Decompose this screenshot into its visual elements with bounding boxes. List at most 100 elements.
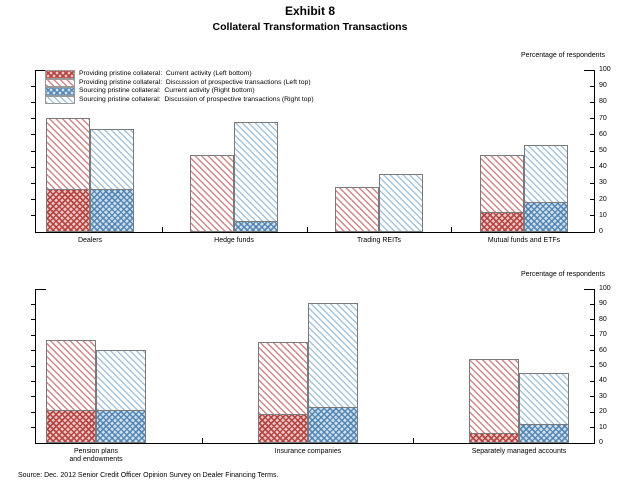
bar-segment-blue-cross xyxy=(524,201,568,232)
right-axis-tick xyxy=(590,118,594,120)
bar-segment-blue-diag xyxy=(379,174,423,232)
left-axis-tick xyxy=(31,427,35,429)
bar-segment-red-diag xyxy=(469,358,519,434)
left-axis-tick xyxy=(31,303,35,305)
bar-segment-red-diag xyxy=(46,340,96,411)
category-label: Separately managed accounts xyxy=(471,448,567,455)
y-axis-tick-label: 10 xyxy=(599,423,607,431)
y-axis-tick-label: 10 xyxy=(599,211,607,219)
bar-segment-red-cross xyxy=(46,409,96,443)
red-diag-pattern-swatch-icon xyxy=(45,78,75,88)
left-axis-tick xyxy=(31,101,35,103)
y-axis-tick-label: 0 xyxy=(599,439,603,446)
top-chart-plot-area: 0 10 20 30 40 50 60 70 80 90 100 Dealers Hedge funds… xyxy=(31,66,611,244)
bar-segment-red-cross xyxy=(46,188,90,232)
y-axis-tick-label: 90 xyxy=(599,82,607,90)
left-axis-tick xyxy=(31,134,35,136)
bottom-chart-axis-title: Percentage of respondents xyxy=(520,271,605,278)
source-note: Source: Dec. 2012 Senior Credit Officer … xyxy=(18,472,279,479)
y-axis-tick-label: 20 xyxy=(599,195,607,203)
y-axis-tick-label: 40 xyxy=(599,377,607,385)
right-axis-tick xyxy=(590,427,594,429)
x-axis-separator-tick xyxy=(202,438,203,443)
bar-segment-red-diag xyxy=(335,187,379,232)
bar-segment-red-diag xyxy=(190,154,234,232)
right-axis-tick xyxy=(590,319,594,321)
left-axis-tick xyxy=(31,215,35,217)
y-axis-tick-label: 100 xyxy=(599,66,611,73)
axis-bracket xyxy=(36,289,46,290)
top-chart-axis-title: Percentage of respondents xyxy=(520,52,605,59)
legend: Providing pristine collateral: Current a… xyxy=(45,70,314,105)
left-axis-tick xyxy=(31,411,35,413)
axis-bracket xyxy=(36,70,46,71)
y-axis-tick-label: 30 xyxy=(599,392,607,400)
y-axis-tick-label: 0 xyxy=(599,228,603,235)
chart-subtitle: Collateral Transformation Transactions xyxy=(212,21,408,33)
category-label: Insurance companies xyxy=(274,448,342,455)
axis-bracket xyxy=(584,70,594,71)
bar-segment-blue-diag xyxy=(519,372,569,425)
legend-item: Sourcing pristine collateral: Discussion… xyxy=(45,95,314,105)
right-axis-tick xyxy=(590,215,594,217)
bar-segment-blue-cross xyxy=(519,423,569,443)
legend-item: Sourcing pristine collateral: Current ac… xyxy=(45,87,314,96)
category-label: Mutual funds and ETFs xyxy=(487,237,561,244)
bar-segment-red-cross xyxy=(480,211,524,232)
right-axis-tick xyxy=(590,101,594,103)
right-axis-tick xyxy=(590,380,594,382)
right-axis-tick xyxy=(590,303,594,305)
left-axis-tick xyxy=(31,166,35,168)
page-title: Exhibit 8 xyxy=(284,4,335,18)
right-axis-tick xyxy=(590,350,594,352)
y-axis-tick-label: 100 xyxy=(599,285,611,292)
red-cross-pattern-swatch-icon xyxy=(45,70,75,79)
bar-segment-red-diag xyxy=(480,154,524,213)
bar-segment-red-diag xyxy=(46,117,90,190)
left-axis-tick xyxy=(31,334,35,336)
axis-bracket xyxy=(584,289,594,290)
y-axis-tick-label: 60 xyxy=(599,346,607,354)
left-axis-tick xyxy=(31,396,35,398)
left-axis-tick xyxy=(31,350,35,352)
bar-segment-red-cross xyxy=(258,414,308,443)
bar-segment-blue-diag xyxy=(234,122,278,223)
bar-segment-blue-diag xyxy=(90,128,134,190)
right-axis-tick xyxy=(590,182,594,184)
bottom-chart-plot-area: 0 10 20 30 40 50 60 70 80 90 100 Pension plans and … xyxy=(31,285,611,463)
legend-label: Sourcing pristine collateral: Current ac… xyxy=(79,87,255,95)
bar-segment-red-diag xyxy=(258,341,308,416)
right-axis-tick xyxy=(590,134,594,136)
y-axis-tick-label: 30 xyxy=(599,179,607,187)
right-axis-tick xyxy=(590,365,594,367)
y-axis-tick-label: 50 xyxy=(599,147,607,154)
bar-segment-red-cross xyxy=(469,432,519,443)
left-axis-tick xyxy=(31,199,35,201)
bar-segment-blue-cross xyxy=(234,221,278,232)
legend-label: Providing pristine collateral: Discussio… xyxy=(79,78,311,86)
left-axis-tick xyxy=(31,182,35,184)
category-label: Hedge funds xyxy=(214,237,254,244)
bar-segment-blue-cross xyxy=(308,406,358,443)
bar-segment-blue-diag xyxy=(96,349,146,411)
left-axis-tick xyxy=(31,85,35,87)
bar-segment-blue-cross xyxy=(90,188,134,232)
left-axis-tick xyxy=(31,150,35,152)
y-axis-tick-label: 60 xyxy=(599,130,607,138)
y-axis-tick-label: 50 xyxy=(599,362,607,369)
x-axis-separator-tick xyxy=(451,227,452,232)
legend-label: Sourcing pristine collateral: Discussion… xyxy=(79,95,314,103)
category-label: Pension plans and endowments xyxy=(69,448,123,463)
right-axis-tick xyxy=(590,199,594,201)
y-axis-tick-label: 80 xyxy=(599,98,607,106)
blue-diag-pattern-swatch-icon xyxy=(45,95,75,105)
legend-item: Providing pristine collateral: Current a… xyxy=(45,70,314,79)
right-axis-tick xyxy=(590,85,594,87)
bar-segment-blue-cross xyxy=(96,409,146,443)
left-axis-tick xyxy=(31,118,35,120)
y-axis-tick-label: 40 xyxy=(599,163,607,171)
y-axis-tick-label: 80 xyxy=(599,315,607,323)
y-axis-tick-label: 90 xyxy=(599,300,607,308)
y-axis-tick-label: 70 xyxy=(599,114,607,122)
right-axis-tick xyxy=(590,334,594,336)
